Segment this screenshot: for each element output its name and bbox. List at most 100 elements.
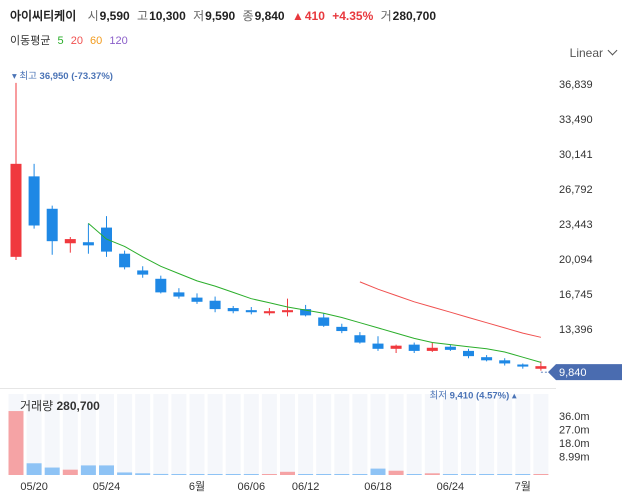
volume-bar xyxy=(497,474,513,475)
price-tick-label: 30,141 xyxy=(559,149,593,161)
candle-body xyxy=(318,317,330,326)
volume-bar xyxy=(442,474,458,475)
volume-column-bg xyxy=(352,394,368,475)
volume-column-bg xyxy=(298,394,314,475)
volume-column-bg xyxy=(261,394,277,475)
price-tick-label: 26,792 xyxy=(559,184,593,196)
stock-name[interactable]: 아이씨티케이 xyxy=(10,9,77,23)
date-tick-label: 06/24 xyxy=(437,481,465,493)
date-tick-label: 7월 xyxy=(515,480,531,493)
scale-selector[interactable]: Linear xyxy=(570,45,618,60)
candle-body xyxy=(191,297,203,302)
volume-bar xyxy=(44,467,60,475)
volume-tick-label: 18.0m xyxy=(559,438,590,450)
ma5-line xyxy=(88,223,542,363)
volume-bar xyxy=(189,474,205,475)
current-price-badge xyxy=(548,364,622,381)
volume-bar xyxy=(424,473,440,475)
volume-bar xyxy=(388,470,404,475)
candle-body xyxy=(155,278,167,293)
volume-bar xyxy=(225,474,241,475)
volume-bar xyxy=(316,474,332,475)
candle-body xyxy=(173,292,185,297)
volume-bar xyxy=(171,474,187,475)
candle-body xyxy=(119,253,131,268)
current-price-label: 9,840 xyxy=(559,367,587,379)
low-label: 저 xyxy=(193,9,205,23)
open-value: 9,590 xyxy=(99,9,130,23)
moving-average-legend[interactable]: 이동평균 5 20 60 120 xyxy=(10,32,132,48)
date-tick-label: 06/06 xyxy=(238,481,266,493)
change-value: 410 xyxy=(304,9,325,23)
volume-value: 280,700 xyxy=(392,9,437,23)
candle-body xyxy=(64,239,76,244)
ma20-line xyxy=(359,281,542,338)
volume-bar xyxy=(153,473,169,475)
volume-bar xyxy=(80,465,96,475)
volume-column-bg xyxy=(334,394,350,475)
candle-body xyxy=(10,163,22,257)
ma-legend-120: 120 xyxy=(109,35,128,47)
high-label: 고 xyxy=(137,9,149,23)
candle-body xyxy=(354,335,366,343)
volume-bar xyxy=(461,474,476,475)
volume-column-bg xyxy=(153,394,169,475)
price-axis: 36,839 33,490 30,141 26,792 23,443 20,094 16,7… xyxy=(559,79,593,336)
volume-bar xyxy=(8,411,24,475)
high-marker-label: ▾ 최고 36,950 (-73.37%) xyxy=(12,71,113,82)
volume-column-bg xyxy=(280,394,295,475)
volume-column-bg xyxy=(80,394,96,475)
volume-column-bg xyxy=(189,394,205,475)
volume-bar xyxy=(99,465,114,475)
price-tick-label: 20,094 xyxy=(559,254,593,266)
price-tick-label: 23,443 xyxy=(559,219,593,231)
volume-bar xyxy=(334,474,350,475)
volume-column-bg xyxy=(225,394,241,475)
date-tick-label: 6월 xyxy=(189,480,205,493)
volume-column-bg xyxy=(370,394,386,475)
volume-tick-label: 36.0m xyxy=(559,411,590,423)
volume-column-bg xyxy=(26,394,42,475)
date-tick-label: 06/18 xyxy=(364,481,392,493)
candle-body xyxy=(28,176,40,226)
price-tick-label: 36,839 xyxy=(559,79,593,91)
candle-body xyxy=(300,309,312,316)
volume-bar xyxy=(533,474,549,475)
volume-bar xyxy=(352,474,368,475)
candle-body xyxy=(408,344,420,351)
candle-body xyxy=(46,208,58,242)
volume-bar xyxy=(243,474,259,475)
candle-body xyxy=(227,308,239,312)
low-marker-label: 최저 9,410 (4.57%) ▴ xyxy=(429,391,516,402)
volume-bar xyxy=(135,473,151,475)
price-tick-label: 13,396 xyxy=(559,324,593,336)
volume-column-bg xyxy=(99,394,114,475)
change-up-icon: ▲ xyxy=(291,9,304,23)
candle-body xyxy=(209,300,221,310)
volume-bar xyxy=(117,472,133,475)
candle-body xyxy=(535,366,547,369)
ma-legend-60: 60 xyxy=(90,35,103,47)
volume-bar xyxy=(298,474,314,475)
volume-label: 거 xyxy=(380,9,392,23)
volume-column-bg xyxy=(316,394,332,475)
date-axis: 05/20 05/24 6월 06/06 06/12 06/18 06/24 7월 xyxy=(20,480,531,493)
price-tick-label: 33,490 xyxy=(559,114,593,126)
volume-column-bg xyxy=(424,394,440,475)
volume-bar xyxy=(515,474,531,475)
candle-body xyxy=(263,311,275,314)
close-value: 9,840 xyxy=(254,9,285,23)
candle-body xyxy=(82,242,94,246)
volume-tick-label: 27.0m xyxy=(559,425,590,437)
volume-tick-label: 8.99m xyxy=(559,452,590,464)
volume-column-bg xyxy=(135,394,151,475)
volume-column-bg xyxy=(406,394,422,475)
high-value: 10,300 xyxy=(149,9,186,23)
volume-column-bg xyxy=(117,394,133,475)
volume-column-bg xyxy=(479,394,495,475)
volume-column-bg xyxy=(44,394,60,475)
candle-body xyxy=(372,343,384,349)
volume-header: 거래량 280,700 xyxy=(20,399,100,413)
